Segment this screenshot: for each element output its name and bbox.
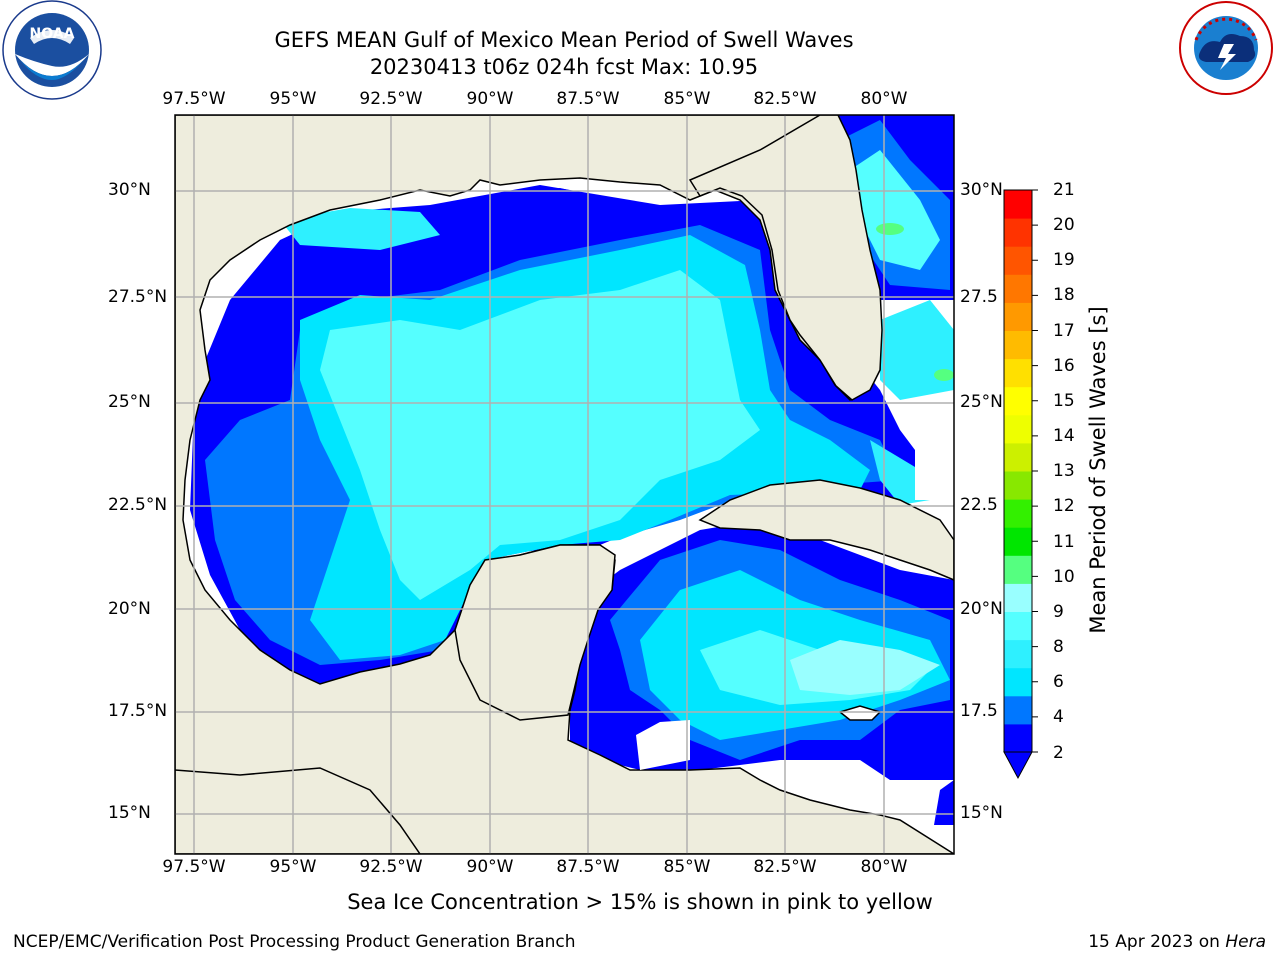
lon-label-92-5w-bottom: 92.5°W xyxy=(359,857,423,877)
lon-label-92-5w-top: 92.5°W xyxy=(359,89,423,109)
lat-label-20n-left: 20°N xyxy=(108,599,151,619)
lat-label-20n-right: 20°N xyxy=(960,599,1003,619)
colorbar-segment xyxy=(1004,302,1032,331)
lon-label-85w-top: 85°W xyxy=(663,89,711,109)
colorbar-tick: 14 xyxy=(1053,426,1075,446)
lat-label-22-5-right: 22.5 xyxy=(960,495,998,515)
colorbar-segment xyxy=(1004,246,1032,275)
colorbar-segment xyxy=(1004,330,1032,360)
colorbar-segment xyxy=(1004,723,1032,753)
colorbar-segment xyxy=(1004,358,1032,388)
lon-label-82-5w-top: 82.5°W xyxy=(753,89,817,109)
colorbar-tick: 18 xyxy=(1053,285,1075,305)
colorbar-tick: 17 xyxy=(1053,321,1075,341)
lat-label-17-5n-left: 17.5°N xyxy=(108,701,168,721)
colorbar xyxy=(1003,189,1038,780)
lon-label-82-5w-bottom: 82.5°W xyxy=(753,857,817,877)
gridlines xyxy=(175,115,954,854)
colorbar-tick: 2 xyxy=(1053,743,1064,763)
colorbar-segment xyxy=(1004,414,1032,444)
colorbar-segment xyxy=(1004,527,1032,556)
noaa-logo-text: NOAA xyxy=(30,26,75,42)
lat-label-27-5-right: 27.5 xyxy=(960,287,998,307)
colorbar-tick: 15 xyxy=(1053,391,1075,411)
lon-label-87-5w-bottom: 87.5°W xyxy=(556,857,620,877)
lon-label-85w-bottom: 85°W xyxy=(663,857,711,877)
lat-label-25n-right: 25°N xyxy=(960,392,1003,412)
bay-no-data xyxy=(636,720,690,770)
lon-label-95w-top: 95°W xyxy=(269,89,317,109)
colorbar-tick: 13 xyxy=(1053,461,1075,481)
colorbar-segment xyxy=(1004,471,1032,500)
colorbar-tick: 9 xyxy=(1053,602,1064,622)
colorbar-segment xyxy=(1004,442,1032,472)
sea-ice-note: Sea Ice Concentration > 15% is shown in … xyxy=(347,890,933,914)
colorbar-segment xyxy=(1004,218,1032,247)
florida-peninsula xyxy=(688,115,883,401)
colorbar-tick: 8 xyxy=(1053,637,1064,657)
colorbar-tick: 10 xyxy=(1053,567,1075,587)
colorbar-tick: 19 xyxy=(1053,250,1075,270)
lon-label-87-5w-top: 87.5°W xyxy=(556,89,620,109)
colorbar-tick: 11 xyxy=(1053,532,1075,552)
colorbar-segment xyxy=(1004,695,1032,725)
colorbar-segment xyxy=(1004,274,1032,303)
noaa-logo: NOAA xyxy=(2,0,102,100)
lat-label-27-5n-left: 27.5°N xyxy=(108,287,168,307)
nws-logo xyxy=(1179,1,1273,95)
lat-label-17-5-right: 17.5 xyxy=(960,701,998,721)
lon-label-95w-bottom: 95°W xyxy=(269,857,317,877)
lon-label-97-5w-top: 97.5°W xyxy=(162,89,226,109)
colorbar-segment xyxy=(1004,611,1032,641)
title-line-1: GEFS MEAN Gulf of Mexico Mean Period of … xyxy=(274,28,854,52)
lon-label-80w-top: 80°W xyxy=(860,89,908,109)
lon-label-80w-bottom: 80°W xyxy=(860,857,908,877)
lat-label-22-5n-left: 22.5°N xyxy=(108,495,168,515)
lat-label-25n-left: 25°N xyxy=(108,392,151,412)
lat-label-15n-right: 15°N xyxy=(960,803,1003,823)
colorbar-segment xyxy=(1004,555,1032,584)
colorbar-tick: 12 xyxy=(1053,496,1075,516)
lon-label-90w-top: 90°W xyxy=(466,89,514,109)
lat-label-15n-left: 15°N xyxy=(108,803,151,823)
colorbar-tick: 6 xyxy=(1053,672,1064,692)
title-line-2: 20230413 t06z 024h fcst Max: 10.95 xyxy=(369,55,759,79)
colorbar-segment xyxy=(1004,190,1032,219)
footer-date-text: 15 Apr 2023 on xyxy=(1088,932,1226,952)
colorbar-tick: 16 xyxy=(1053,356,1075,376)
colorbar-extend-arrow xyxy=(1003,751,1033,780)
gulf-swell-field xyxy=(190,185,930,685)
colorbar-segment xyxy=(1004,499,1032,528)
colorbar-segment xyxy=(1004,386,1032,416)
lon-label-90w-bottom: 90°W xyxy=(466,857,514,877)
colorbar-segment xyxy=(1004,583,1032,612)
lat-label-30n-right: 30°N xyxy=(960,180,1003,200)
colorbar-title: Mean Period of Swell Waves [s] xyxy=(1086,306,1110,634)
footer-host: Hera xyxy=(1225,932,1266,952)
plot-frame xyxy=(174,114,955,855)
colorbar-segment xyxy=(1004,639,1032,669)
colorbar-segment xyxy=(1004,667,1032,697)
colorbar-tick: 20 xyxy=(1053,215,1075,235)
footer-date: 15 Apr 2023 on Hera xyxy=(1088,932,1266,952)
lon-label-97-5w-bottom: 97.5°W xyxy=(162,857,226,877)
lat-label-30n-left: 30°N xyxy=(108,180,151,200)
bahamas-no-data xyxy=(915,400,954,500)
colorbar-tick: 4 xyxy=(1053,707,1064,727)
footer-credit: NCEP/EMC/Verification Post Processing Pr… xyxy=(13,932,576,952)
colorbar-tick: 21 xyxy=(1053,180,1075,200)
